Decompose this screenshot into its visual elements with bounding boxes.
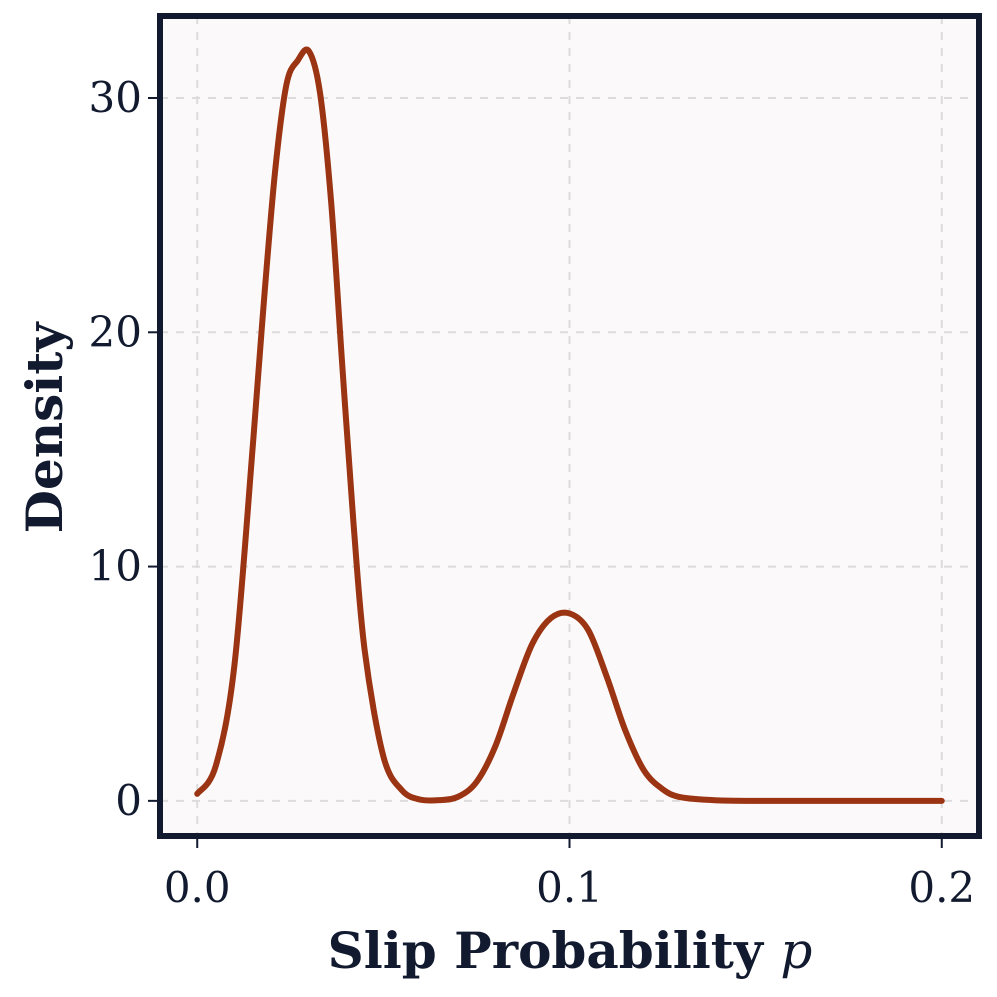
plot-frame	[157, 13, 982, 839]
x-axis-title: Slip Probability p	[328, 921, 813, 980]
x-tick-label: 0.2	[908, 863, 975, 912]
x-tick-label: 0.0	[164, 863, 231, 912]
y-tick-labels: 0 10 20 30	[89, 73, 142, 825]
x-tick-label: 0.1	[536, 863, 603, 912]
plot-background	[160, 16, 979, 836]
tick-marks	[148, 97, 943, 848]
y-tick-label: 30	[89, 73, 142, 122]
y-tick-label: 20	[89, 307, 142, 356]
x-tick-labels: 0.0 0.1 0.2	[164, 863, 975, 912]
y-axis-title: Density	[15, 321, 74, 534]
y-tick-label: 0	[115, 776, 142, 825]
density-curve	[194, 46, 945, 804]
y-tick-label: 10	[89, 542, 142, 591]
